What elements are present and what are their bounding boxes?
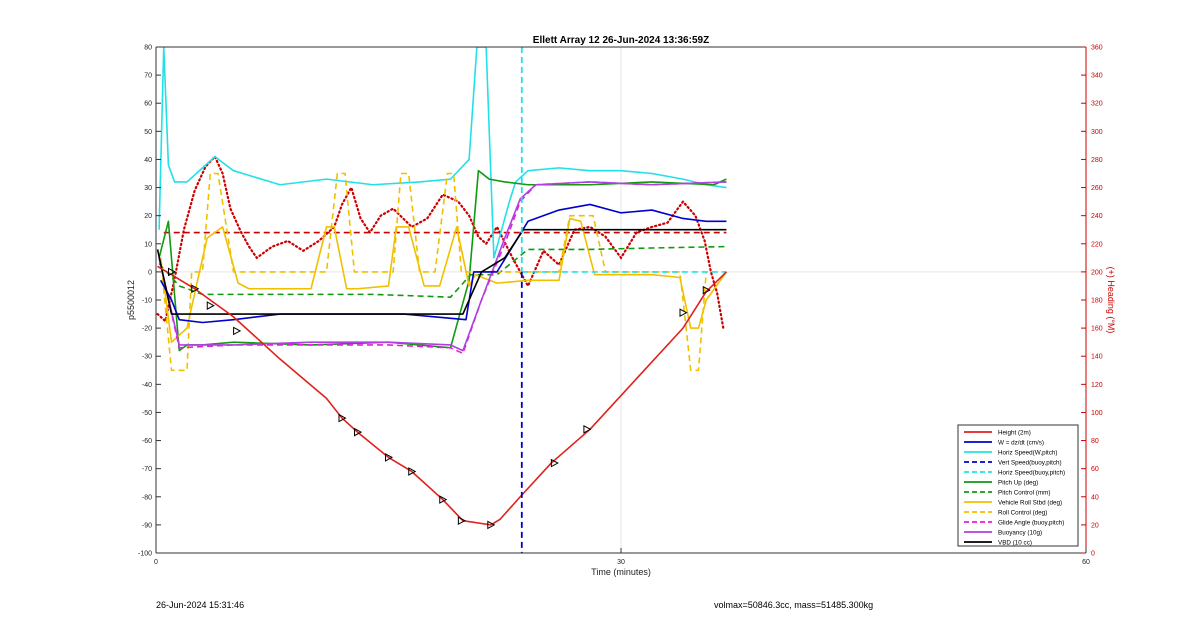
series-line-10 (158, 181, 727, 352)
height-marker (168, 267, 177, 277)
legend-entry: Glide Angle (buoy,pitch) (998, 520, 1064, 527)
chart-title: Ellett Array 12 26-Jun-2024 13:36:59Z (533, 35, 709, 46)
height-marker (439, 495, 448, 504)
y-tick-label: -90 (142, 522, 152, 529)
height-marker (550, 458, 559, 468)
legend-box (957, 424, 1079, 547)
series-line-11 (156, 228, 727, 315)
y-right-tick-label: 280 (1091, 157, 1103, 164)
y-tick-label: 60 (144, 101, 152, 108)
grid (156, 47, 1086, 553)
y-right-tick-label: 320 (1091, 101, 1103, 108)
y-tick-label: 80 (144, 45, 152, 52)
y-tick-label: -10 (142, 298, 152, 305)
y-right-tick-label: 260 (1091, 185, 1103, 192)
y-tick-label: 10 (144, 241, 152, 248)
y-right-tick-label: 360 (1091, 45, 1103, 52)
legend-entry: Height (2m) (998, 430, 1031, 437)
y-tick-label: -50 (142, 410, 152, 417)
x-axis-label: Time (minutes) (591, 567, 651, 577)
series-line-0 (157, 265, 727, 526)
y-tick-label: 20 (144, 213, 152, 220)
y-tick-label: 40 (144, 157, 152, 164)
y-right-tick-label: 180 (1091, 298, 1103, 305)
legend-entry: Pitch Control (mm) (998, 490, 1050, 497)
legend: Height (2m) W = dz/dt (cm/s) Horiz Speed(W… (957, 424, 1079, 547)
y-tick-label: 50 (144, 129, 152, 136)
series-line-1 (159, 203, 727, 324)
height-marker (338, 413, 347, 423)
y-right-tick-label: 120 (1091, 382, 1103, 389)
height-marker (354, 427, 363, 437)
y-right-tick-label: 100 (1091, 410, 1103, 417)
heading-layer (156, 154, 727, 330)
x-tick-label: 30 (617, 559, 625, 566)
y-right-tick-label: 140 (1091, 354, 1103, 361)
y-right-tick-label: 240 (1091, 213, 1103, 220)
y-right-tick-label: 20 (1091, 522, 1099, 529)
x-tick-label: 0 (154, 559, 158, 566)
height-marker (457, 516, 466, 526)
axes: -100-90-80-70-60-50-40-30-20-10010203040… (138, 45, 1103, 567)
y-right-tick-label: 160 (1091, 326, 1103, 333)
legend-entry: Vert Speed(buoy,pitch) (998, 460, 1062, 467)
y-tick-label: -60 (142, 438, 152, 445)
legend-entry: Vehicle Roll Stbd (deg) (998, 500, 1062, 507)
height-marker (206, 301, 215, 310)
legend-entry: Pitch Up (deg) (998, 480, 1038, 487)
y-tick-label: 70 (144, 73, 152, 80)
height-marker (679, 308, 688, 317)
y-tick-label: -80 (142, 494, 152, 501)
y-right-tick-label: 340 (1091, 73, 1103, 80)
series-line-6 (158, 245, 727, 298)
series-line-7 (159, 217, 728, 343)
height-marker (233, 326, 242, 336)
y-right-tick-label: 60 (1091, 466, 1099, 473)
y-right-tick-label: 0 (1091, 551, 1095, 558)
height-marker (487, 520, 496, 530)
y-axis-label: p5500012 (126, 280, 136, 320)
series-line-8 (159, 172, 708, 372)
height-marker (583, 424, 592, 434)
y-tick-label: -30 (142, 354, 152, 361)
legend-entry: Roll Control (deg) (998, 510, 1047, 517)
y-right-tick-label: 200 (1091, 269, 1103, 276)
series-line-2 (158, 47, 727, 259)
legend-entry: Horiz Speed(buoy,pitch) (998, 470, 1065, 477)
height-marker (191, 284, 200, 294)
height-marker (408, 467, 417, 476)
y-tick-label: -70 (142, 466, 152, 473)
y-tick-label: -100 (138, 551, 152, 558)
legend-entry: Horiz Speed(W,pitch) (998, 450, 1058, 457)
height-marker (385, 453, 394, 462)
series-layer (156, 47, 728, 530)
y-right-tick-label: 300 (1091, 129, 1103, 136)
heading-series-line (156, 154, 725, 330)
y-tick-label: 0 (148, 269, 152, 276)
y-tick-label: -40 (142, 382, 152, 389)
x-tick-label: 60 (1082, 559, 1090, 566)
y-tick-label: 30 (144, 185, 152, 192)
legend-entry: VBD (10 cc) (998, 540, 1032, 547)
y-right-tick-label: 40 (1091, 494, 1099, 501)
legend-entry: Buoyancy (10g) (998, 530, 1042, 537)
legend-entry: W = dz/dt (cm/s) (998, 440, 1044, 447)
y-tick-label: -20 (142, 326, 152, 333)
y-right-tick-label: 220 (1091, 241, 1103, 248)
footer-timestamp: 26-Jun-2024 15:31:46 (156, 600, 245, 610)
y-axis-label-right: (+) Heading (°M) (1106, 267, 1116, 334)
height-marker (702, 285, 711, 295)
footer-volume-mass: volmax=50846.3cc, mass=51485.300kg (714, 600, 874, 610)
y-right-tick-label: 80 (1091, 438, 1099, 445)
